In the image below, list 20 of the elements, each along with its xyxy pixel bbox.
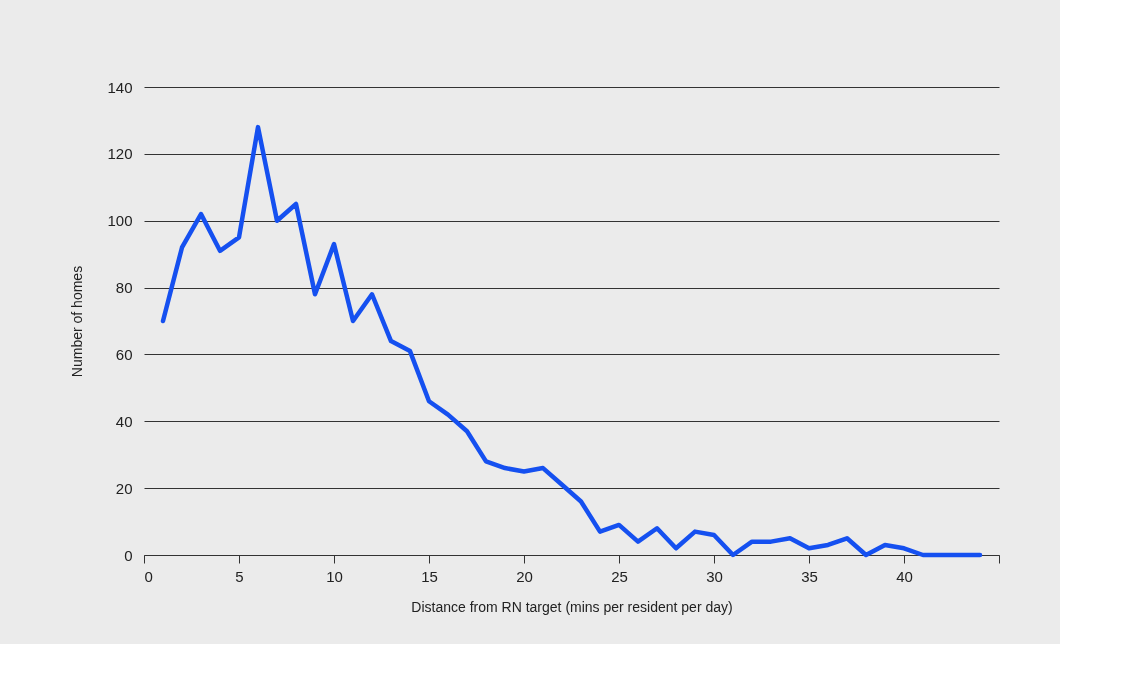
y-tick-label: 20: [115, 479, 133, 497]
x-tick-label: 40: [896, 567, 913, 585]
line-series: [160, 124, 983, 558]
y-tick-label: 60: [115, 345, 133, 363]
x-tick-label: 35: [801, 567, 818, 585]
x-tick-label: 10: [326, 567, 343, 585]
y-tick-label: 40: [115, 412, 133, 430]
x-axis-title: Distance from RN target (mins per resident per day): [411, 598, 733, 615]
y-tick-label: 80: [115, 279, 133, 297]
y-tick-label: 0: [124, 546, 133, 564]
y-tick-label: 100: [107, 212, 133, 230]
x-tick-label: 25: [611, 567, 628, 585]
x-tick-label: 30: [706, 567, 723, 585]
y-tick-label: 140: [107, 78, 133, 96]
x-tick-label: 15: [421, 567, 438, 585]
x-tick-label: 5: [235, 567, 244, 585]
y-tick-label: 120: [107, 145, 133, 163]
x-tick-label: 20: [516, 567, 533, 585]
y-axis-title: Number of homes: [69, 265, 86, 378]
x-tick-label: 0: [144, 567, 153, 585]
